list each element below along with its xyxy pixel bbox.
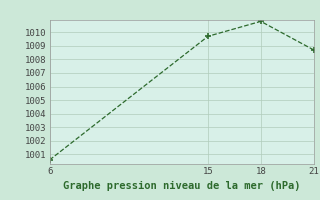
X-axis label: Graphe pression niveau de la mer (hPa): Graphe pression niveau de la mer (hPa) <box>63 181 300 191</box>
